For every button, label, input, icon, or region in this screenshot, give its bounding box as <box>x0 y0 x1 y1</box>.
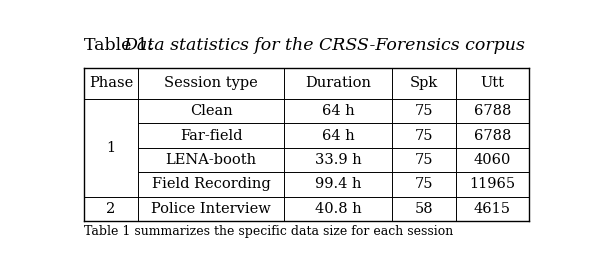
Text: 40.8 h: 40.8 h <box>315 202 362 216</box>
Text: 64 h: 64 h <box>322 104 355 118</box>
Text: 99.4 h: 99.4 h <box>315 177 362 192</box>
Text: 6788: 6788 <box>474 104 511 118</box>
Text: 64 h: 64 h <box>322 129 355 143</box>
Text: 1: 1 <box>106 141 115 155</box>
Text: 2: 2 <box>106 202 115 216</box>
Text: Police Interview: Police Interview <box>151 202 271 216</box>
Text: 4615: 4615 <box>474 202 511 216</box>
Text: Session type: Session type <box>164 77 258 90</box>
Text: Clean: Clean <box>190 104 233 118</box>
Text: 4060: 4060 <box>474 153 511 167</box>
Text: 75: 75 <box>414 104 433 118</box>
Text: 75: 75 <box>414 153 433 167</box>
Text: Field Recording: Field Recording <box>152 177 270 192</box>
Text: Table 1 summarizes the specific data size for each session: Table 1 summarizes the specific data siz… <box>84 225 453 238</box>
Text: 6788: 6788 <box>474 129 511 143</box>
Text: 58: 58 <box>414 202 433 216</box>
Text: 75: 75 <box>414 129 433 143</box>
Text: Utt: Utt <box>480 77 504 90</box>
Text: 11965: 11965 <box>469 177 515 192</box>
Text: 33.9 h: 33.9 h <box>315 153 362 167</box>
Text: Far-field: Far-field <box>180 129 242 143</box>
Text: Spk: Spk <box>410 77 438 90</box>
Text: Table 1:: Table 1: <box>84 37 159 54</box>
Text: Duration: Duration <box>305 77 371 90</box>
Text: Phase: Phase <box>89 77 133 90</box>
Text: 75: 75 <box>414 177 433 192</box>
Text: Data statistics for the CRSS-Forensics corpus: Data statistics for the CRSS-Forensics c… <box>123 37 525 54</box>
Text: LENA-booth: LENA-booth <box>166 153 257 167</box>
